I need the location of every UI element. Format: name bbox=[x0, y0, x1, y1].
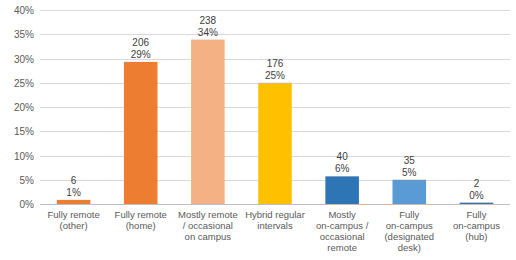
x-tick-label: Fully remote(home) bbox=[115, 209, 167, 231]
bar bbox=[460, 203, 494, 204]
y-tick-label: 30% bbox=[14, 54, 34, 65]
y-tick-label: 35% bbox=[14, 29, 34, 40]
count-label: 238 bbox=[200, 15, 217, 26]
bar bbox=[325, 176, 359, 204]
grid bbox=[40, 11, 510, 205]
data-label: 34% bbox=[198, 27, 218, 38]
count-label: 206 bbox=[132, 37, 149, 48]
data-label: 5% bbox=[402, 167, 417, 178]
x-tick-label: Fullyon-campus(designateddesk) bbox=[384, 209, 434, 253]
bars bbox=[57, 40, 493, 204]
data-label: 0% bbox=[469, 190, 484, 201]
count-label: 2 bbox=[474, 178, 480, 189]
y-tick-label: 20% bbox=[14, 102, 34, 113]
x-tick-label: Fullyon-campus(hub) bbox=[453, 209, 500, 242]
data-label: 25% bbox=[265, 70, 285, 81]
data-label: 6% bbox=[335, 163, 350, 174]
grid-line bbox=[40, 34, 510, 35]
count-label: 35 bbox=[404, 155, 416, 166]
y-tick-label: 15% bbox=[14, 126, 34, 137]
y-tick-label: 5% bbox=[20, 175, 35, 186]
y-tick-label: 25% bbox=[14, 78, 34, 89]
x-tick-label: Mostly remote/ occasionalon campus bbox=[178, 209, 238, 242]
data-label: 29% bbox=[131, 49, 151, 60]
bar bbox=[191, 40, 225, 204]
bar bbox=[124, 62, 158, 204]
bar bbox=[393, 180, 427, 204]
data-label: 1% bbox=[66, 187, 81, 198]
y-tick-label: 10% bbox=[14, 151, 34, 162]
grid-line bbox=[40, 204, 510, 205]
y-tick-label: 40% bbox=[14, 5, 34, 16]
count-label: 40 bbox=[337, 151, 349, 162]
chart: 0%5%10%15%20%25%30%35%40%61%20629%23834%… bbox=[0, 0, 516, 260]
x-tick-label: Fully remote(other) bbox=[47, 209, 99, 231]
grid-line bbox=[40, 10, 510, 11]
bar bbox=[57, 200, 91, 204]
y-tick-label: 0% bbox=[20, 199, 35, 210]
bar bbox=[258, 83, 292, 204]
count-label: 6 bbox=[71, 175, 77, 186]
x-tick-label: Mostlyon-campus /occasionalremote bbox=[316, 209, 369, 253]
x-tick-label: Hybrid regularintervals bbox=[245, 209, 305, 231]
count-label: 176 bbox=[267, 58, 284, 69]
